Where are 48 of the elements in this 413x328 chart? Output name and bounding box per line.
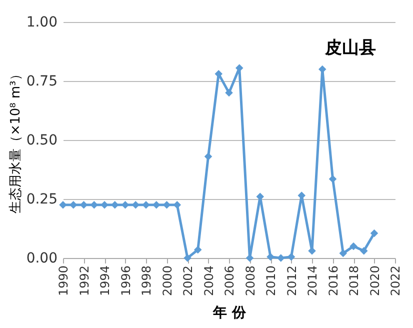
x-tick-label: 1996 <box>118 266 133 296</box>
y-tick-label: 0.00 <box>26 250 58 266</box>
point <box>152 201 160 209</box>
point <box>339 249 347 258</box>
x-tick-label: 2002 <box>181 266 195 296</box>
x-tick-label: 2022 <box>388 266 402 296</box>
point <box>90 201 98 209</box>
point <box>277 254 285 262</box>
y-tick-label: 0.75 <box>26 74 58 90</box>
point <box>111 201 119 209</box>
point <box>142 201 150 209</box>
point <box>184 254 192 262</box>
point <box>59 201 67 209</box>
point <box>132 201 140 209</box>
point <box>287 252 296 261</box>
point <box>100 201 108 209</box>
x-tick-label: 1998 <box>140 266 154 296</box>
x-tick-label: 2000 <box>160 266 174 296</box>
point <box>328 175 337 183</box>
y-tick-label: 1.00 <box>26 14 58 30</box>
point <box>370 229 378 238</box>
point <box>173 201 181 209</box>
point <box>350 242 358 250</box>
x-tick-label: 2008 <box>243 266 258 296</box>
point <box>266 252 274 261</box>
y-tick-label: 0.25 <box>26 192 58 208</box>
x-tick-label: 1994 <box>98 266 112 296</box>
y-axis-title: 生态用水量（×10⁸ m³） <box>8 68 24 214</box>
text: 皮山县 <box>324 38 376 58</box>
y-tick-label: 0.50 <box>26 132 58 148</box>
x-tick-label: 2018 <box>347 266 361 296</box>
x-tick-label: 1990 <box>56 266 70 296</box>
x-tick-label: 2010 <box>264 266 278 296</box>
x-tick-label: 2012 <box>284 266 299 296</box>
point <box>308 247 316 255</box>
x-axis-title: 年 份 <box>212 305 247 322</box>
x-tick-label: 2016 <box>326 266 340 296</box>
point <box>236 64 244 72</box>
point <box>360 247 368 255</box>
x-tick-label: 2006 <box>222 266 236 296</box>
x-tick-label: 2004 <box>202 266 216 296</box>
x-tick-label: 1992 <box>77 266 92 296</box>
point <box>204 152 212 160</box>
x-tick-label: 2014 <box>306 266 320 296</box>
point <box>70 201 78 209</box>
x-tick-label: 2020 <box>368 266 382 296</box>
point <box>225 88 233 97</box>
point <box>194 246 202 254</box>
